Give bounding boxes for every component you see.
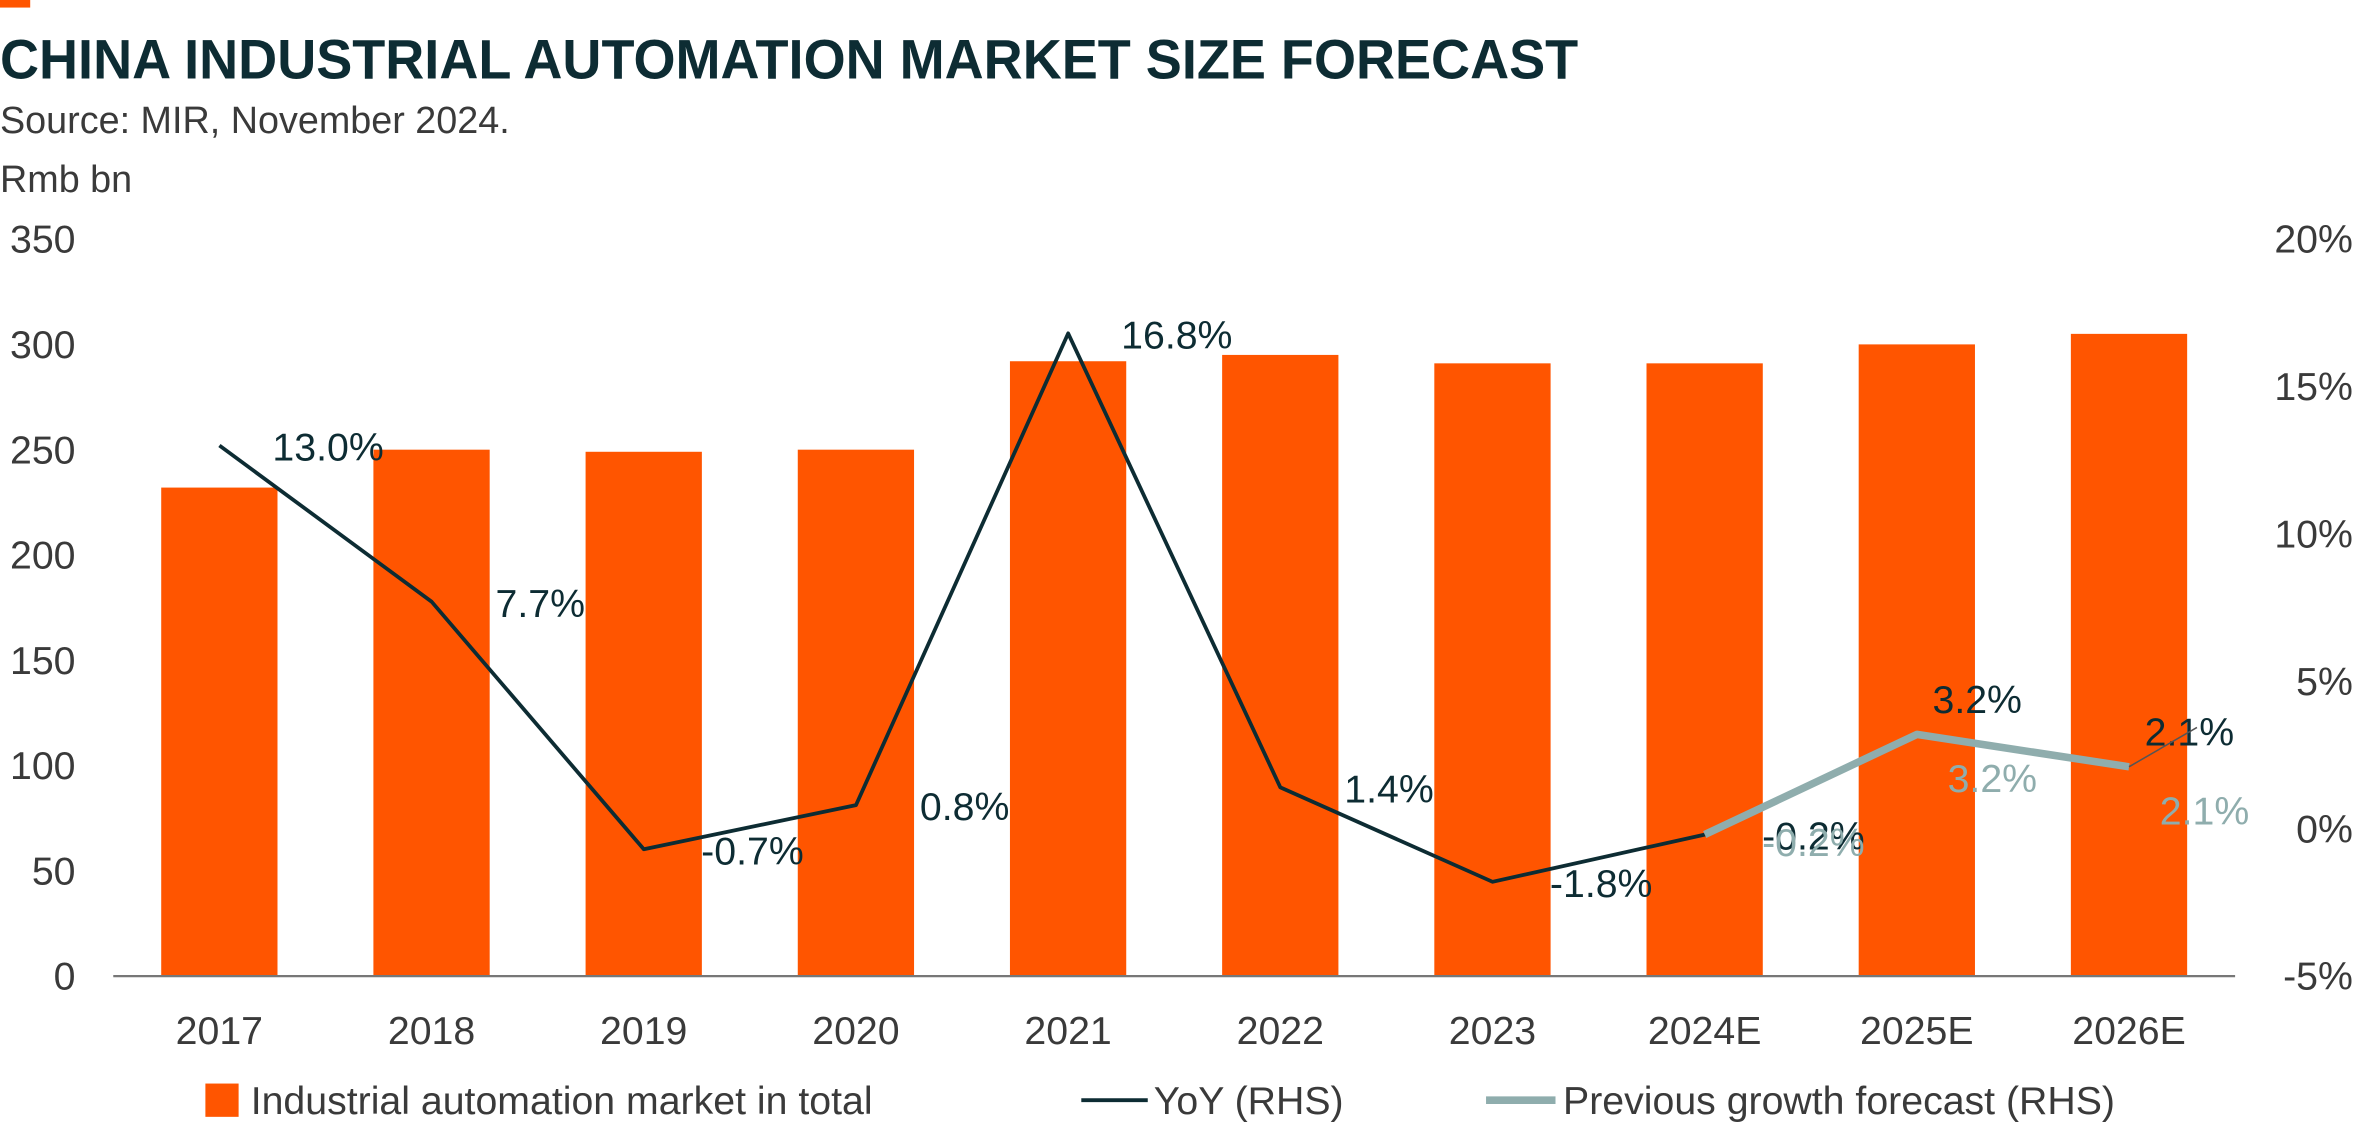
data-label: -0.2% bbox=[1762, 815, 1865, 859]
line-series bbox=[1703, 730, 2130, 839]
y2-tick-label: 5% bbox=[2296, 660, 2353, 704]
x-tick-label: 2020 bbox=[812, 1009, 899, 1053]
y-tick-label: 300 bbox=[10, 323, 76, 367]
bar bbox=[373, 449, 490, 977]
data-label: -0.2% bbox=[1762, 821, 1865, 865]
x-tick-label: 2022 bbox=[1237, 1009, 1324, 1053]
x-tick-label: 2024E bbox=[1648, 1009, 1762, 1053]
y-tick-label: 200 bbox=[10, 534, 76, 578]
data-label: 16.8% bbox=[1121, 314, 1232, 358]
x-tick-label: 2018 bbox=[388, 1009, 475, 1053]
y-tick-label: 350 bbox=[10, 218, 76, 262]
data-label: 3.2% bbox=[1948, 757, 2037, 801]
y2-tick-label: 0% bbox=[2296, 807, 2353, 851]
data-label: 13.0% bbox=[272, 426, 383, 470]
x-tick-label: 2023 bbox=[1449, 1009, 1536, 1053]
leader-line bbox=[2128, 726, 2198, 768]
legend-label: Industrial automation market in total bbox=[251, 1079, 873, 1123]
accent bbox=[0, 0, 31, 8]
y-tick-label: 100 bbox=[10, 744, 76, 788]
data-label: 0.8% bbox=[920, 785, 1009, 829]
y-axis-label: Rmb bn bbox=[0, 159, 132, 201]
x-tick-label: 2021 bbox=[1024, 1009, 1111, 1053]
data-label: 1.4% bbox=[1344, 768, 1433, 812]
bar bbox=[1009, 361, 1127, 977]
y2-tick-label: 10% bbox=[2274, 512, 2353, 556]
bar bbox=[1858, 344, 1975, 977]
y2-tick-label: 20% bbox=[2274, 218, 2353, 262]
bar bbox=[797, 449, 915, 977]
y-tick-label: 250 bbox=[10, 428, 76, 472]
x-tick-label: 2026E bbox=[2072, 1009, 2186, 1053]
y2-tick-label: -5% bbox=[2283, 955, 2353, 999]
bar bbox=[1222, 354, 1339, 977]
y-tick-label: 150 bbox=[10, 639, 76, 683]
bar bbox=[161, 487, 278, 977]
bar bbox=[2070, 333, 2188, 977]
chart-title: CHINA INDUSTRIAL AUTOMATION MARKET SIZE … bbox=[0, 28, 1578, 91]
bar bbox=[585, 451, 702, 977]
x-tick-label: 2017 bbox=[176, 1009, 263, 1053]
data-label: 7.7% bbox=[496, 582, 585, 626]
bar bbox=[1434, 363, 1551, 977]
legend-label: YoY (RHS) bbox=[1154, 1079, 1344, 1123]
y-tick-label: 50 bbox=[32, 849, 76, 893]
data-label: 2.1% bbox=[2160, 789, 2249, 833]
data-label: -1.8% bbox=[1550, 862, 1653, 906]
x-tick-label: 2025E bbox=[1860, 1009, 1974, 1053]
legend-swatch bbox=[205, 1083, 239, 1117]
subtitle: Source: MIR, November 2024. bbox=[0, 100, 510, 142]
y-tick-label: 0 bbox=[54, 955, 76, 999]
x-tick-label: 2019 bbox=[600, 1009, 687, 1053]
data-label: -0.7% bbox=[701, 829, 804, 873]
legend-label: Previous growth forecast (RHS) bbox=[1563, 1079, 2115, 1123]
y2-tick-label: 15% bbox=[2274, 365, 2353, 409]
bar bbox=[1646, 363, 1763, 977]
data-label: 3.2% bbox=[1932, 678, 2021, 722]
